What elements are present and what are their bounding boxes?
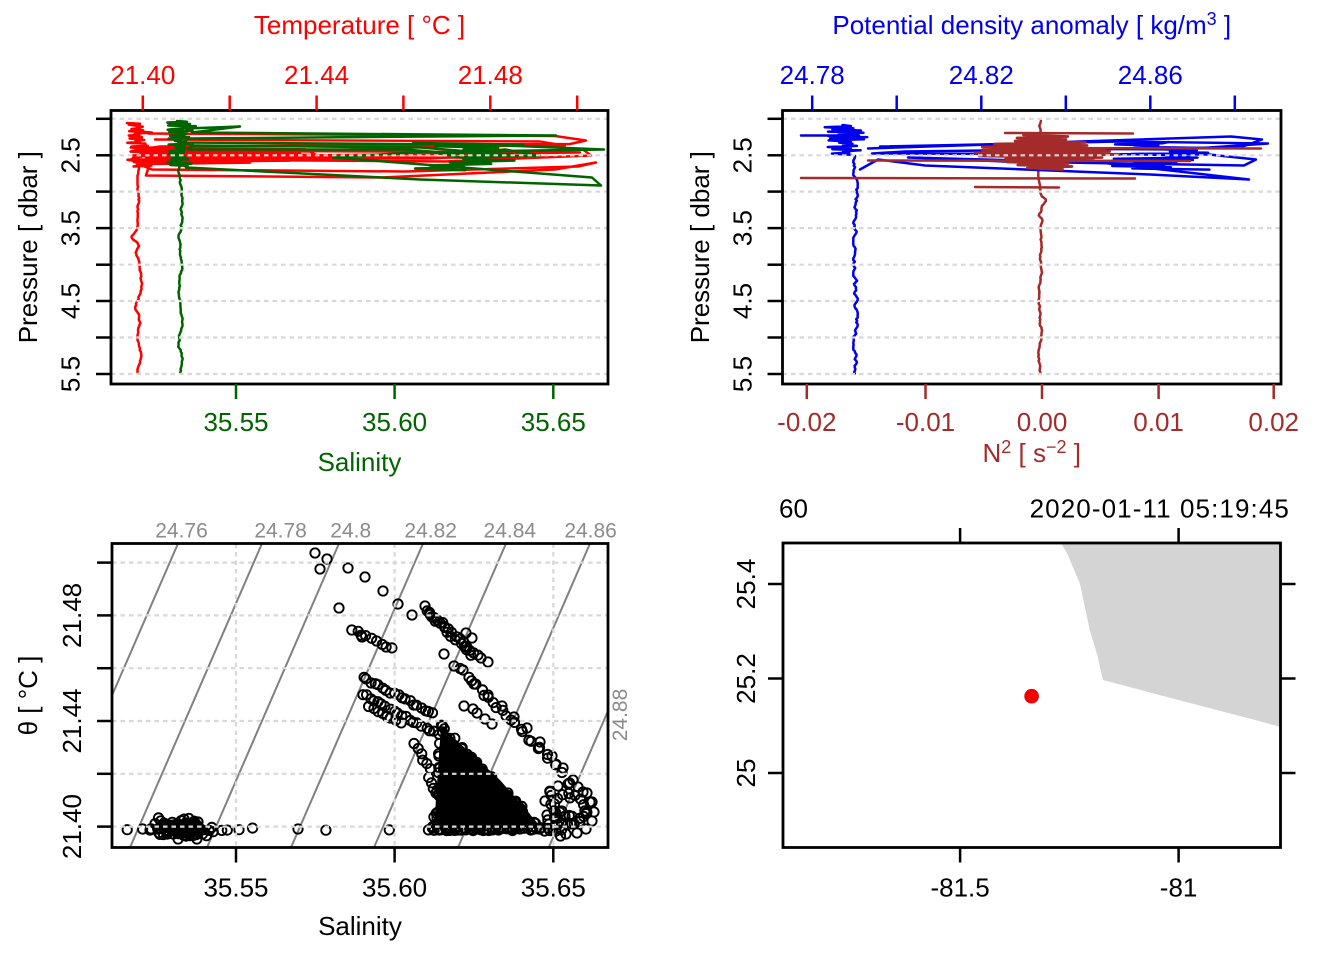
svg-text:0.02: 0.02	[1248, 407, 1299, 437]
svg-text:24.78: 24.78	[780, 60, 845, 90]
svg-text:Salinity: Salinity	[318, 911, 402, 941]
svg-text:35.55: 35.55	[203, 407, 268, 437]
svg-text:35.60: 35.60	[362, 407, 427, 437]
svg-text:2.5: 2.5	[728, 137, 758, 173]
svg-text:N2 [ s−2 ]: N2 [ s−2 ]	[983, 437, 1081, 468]
svg-text:24.78: 24.78	[254, 520, 307, 543]
svg-text:-0.01: -0.01	[896, 407, 955, 437]
svg-text:-81: -81	[1160, 873, 1198, 903]
svg-text:3.5: 3.5	[728, 210, 758, 246]
svg-text:21.40: 21.40	[110, 60, 175, 90]
svg-text:24.8: 24.8	[330, 520, 371, 543]
svg-text:5.5: 5.5	[728, 356, 758, 392]
svg-text:21.48: 21.48	[57, 583, 87, 648]
svg-text:Potential density anomaly [ kg: Potential density anomaly [ kg/m3 ]	[832, 9, 1231, 40]
svg-text:2020-01-11 05:19:45: 2020-01-11 05:19:45	[1030, 494, 1290, 524]
svg-text:35.65: 35.65	[521, 407, 586, 437]
svg-text:24.86: 24.86	[564, 520, 617, 543]
svg-text:θ [ °C ]: θ [ °C ]	[13, 656, 43, 736]
svg-text:21.44: 21.44	[57, 688, 87, 753]
svg-text:35.55: 35.55	[203, 873, 268, 903]
svg-text:5.5: 5.5	[56, 356, 86, 392]
svg-text:25.2: 25.2	[731, 653, 761, 704]
svg-text:-81.5: -81.5	[930, 873, 989, 903]
svg-text:0.00: 0.00	[1017, 407, 1068, 437]
svg-text:60: 60	[779, 494, 808, 524]
svg-text:24.82: 24.82	[949, 60, 1014, 90]
svg-text:4.5: 4.5	[56, 283, 86, 319]
svg-text:35.65: 35.65	[521, 873, 586, 903]
svg-text:4.5: 4.5	[728, 283, 758, 319]
svg-text:24.84: 24.84	[484, 520, 537, 543]
svg-text:24.76: 24.76	[155, 520, 208, 543]
svg-text:Pressure [ dbar ]: Pressure [ dbar ]	[13, 151, 43, 343]
svg-text:0.01: 0.01	[1133, 407, 1184, 437]
svg-text:24.88: 24.88	[609, 689, 632, 742]
svg-text:21.48: 21.48	[458, 60, 523, 90]
svg-text:2.5: 2.5	[56, 137, 86, 173]
svg-text:Salinity: Salinity	[318, 447, 402, 477]
svg-text:Pressure [ dbar ]: Pressure [ dbar ]	[685, 151, 715, 343]
svg-text:21.44: 21.44	[284, 60, 349, 90]
svg-text:35.60: 35.60	[362, 873, 427, 903]
svg-text:3.5: 3.5	[56, 210, 86, 246]
svg-text:21.40: 21.40	[57, 794, 87, 859]
svg-text:24.82: 24.82	[404, 520, 457, 543]
svg-text:24.86: 24.86	[1118, 60, 1183, 90]
svg-text:25: 25	[731, 759, 761, 788]
svg-text:25.4: 25.4	[731, 559, 761, 610]
svg-text:-0.02: -0.02	[777, 407, 836, 437]
svg-text:Temperature [ °C ]: Temperature [ °C ]	[254, 10, 465, 40]
